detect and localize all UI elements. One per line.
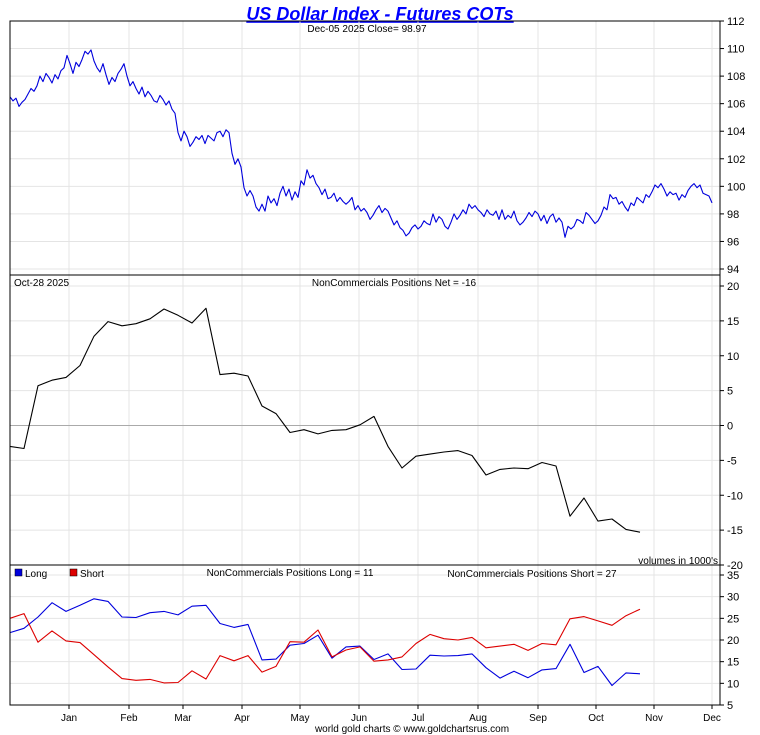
panel-frame: [9, 20, 721, 276]
legend-label-long: Long: [25, 569, 47, 580]
y-tick-label: 20: [727, 635, 739, 647]
y-tick-label: 35: [727, 570, 739, 582]
y-tick-label: 5: [727, 386, 733, 398]
x-tick-label: Sep: [529, 713, 547, 724]
panel-frame: [9, 564, 721, 706]
x-tick-label: Jun: [351, 713, 367, 724]
y-tick-label: 106: [727, 99, 745, 111]
y-tick-label: 15: [727, 657, 739, 669]
panel-header: NonCommercials Positions Net = -16: [312, 278, 477, 289]
y-tick-label: 98: [727, 209, 739, 221]
panel-header-short: NonCommercials Positions Short = 27: [447, 569, 617, 580]
x-tick-label: Apr: [234, 713, 250, 724]
x-tick-label: Dec: [703, 713, 721, 724]
series-line-us-dollar-index: [9, 49, 713, 238]
y-tick-label: 96: [727, 236, 739, 248]
y-tick-label: 108: [727, 71, 745, 83]
chart-footer: world gold charts © www.goldchartsrus.co…: [314, 724, 509, 735]
y-tick-label: 20: [727, 281, 739, 293]
panel-frame: [9, 274, 721, 566]
y-tick-label: 0: [727, 421, 733, 433]
y-tick-label: -10: [727, 490, 743, 502]
y-tick-label: 15: [727, 316, 739, 328]
y-tick-label: 5: [727, 700, 733, 712]
x-tick-label: Mar: [174, 713, 192, 724]
x-tick-label: May: [291, 713, 310, 724]
chart-title: US Dollar Index - Futures COTs: [246, 4, 513, 24]
legend-label-short: Short: [80, 569, 104, 580]
panel-date: Oct-28 2025: [14, 278, 69, 289]
x-tick-label: Oct: [588, 713, 604, 724]
y-tick-label: 30: [727, 592, 739, 604]
volume-note: volumes in 1000's: [638, 556, 718, 567]
x-tick-label: Nov: [645, 713, 663, 724]
y-tick-label: -5: [727, 455, 737, 467]
y-tick-label: 110: [727, 44, 745, 56]
y-tick-label: 10: [727, 678, 739, 690]
panel-header: Dec-05 2025 Close= 98.97: [307, 24, 427, 35]
y-tick-label: 104: [727, 126, 745, 138]
y-tick-label: -20: [727, 560, 743, 572]
y-tick-label: 112: [727, 16, 745, 28]
legend-swatch-long: [14, 568, 23, 577]
y-tick-label: 25: [727, 613, 739, 625]
y-tick-label: 10: [727, 351, 739, 363]
x-tick-label: Feb: [120, 713, 138, 724]
series-line-short: [9, 608, 641, 684]
y-tick-label: 100: [727, 181, 745, 193]
x-tick-label: Jul: [412, 713, 425, 724]
panel-price: 94 96 98 100 102 104 106 108 110 112 Dec-05 2025 C…: [9, 16, 745, 276]
panel-longshort: 5 10 15 20 25 30 35 NonCommercials Positions Lo…: [9, 564, 739, 712]
y-tick-label: -15: [727, 525, 743, 537]
series-line-long: [9, 598, 641, 687]
y-tick-label: 102: [727, 154, 745, 166]
y-tick-label: 94: [727, 264, 739, 276]
legend-swatch-short: [69, 568, 78, 577]
x-tick-label: Aug: [469, 713, 487, 724]
series-line-net: [9, 307, 641, 533]
panel-net: -20 -15 -10 -5 0 5 10 15 20 NonCommercials Positi…: [9, 274, 743, 572]
x-tick-label: Jan: [61, 713, 77, 724]
panel-header: NonCommercials Positions Long = 11: [207, 568, 374, 579]
